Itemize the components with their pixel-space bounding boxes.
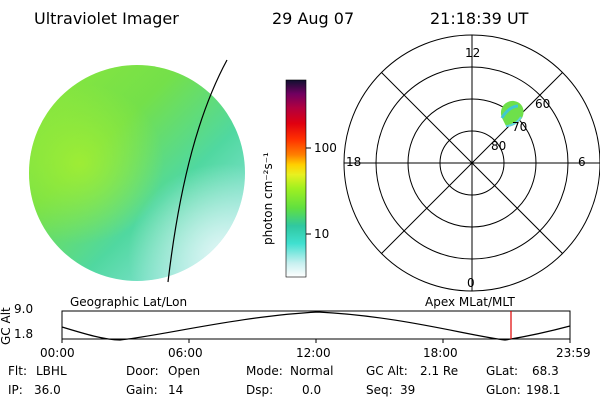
colorbar-label-10: 10 bbox=[314, 227, 330, 241]
timeline-y-label: GC Alt bbox=[0, 307, 13, 345]
polar-ring-80: 80 bbox=[491, 139, 507, 153]
date-label: 29 Aug 07 bbox=[272, 9, 355, 28]
colorbar-unit-label: photon cm⁻²s⁻¹ bbox=[261, 152, 275, 245]
polar-label-6: 6 bbox=[578, 155, 586, 169]
polar-ring-60: 60 bbox=[535, 97, 551, 111]
timeline-left-title: Geographic Lat/Lon bbox=[70, 295, 188, 309]
gain-label: Gain: bbox=[126, 383, 158, 397]
filter-label: Flt: bbox=[8, 364, 27, 378]
glat-label: GLat: bbox=[486, 364, 519, 378]
timeline-xtick-0600: 06:00 bbox=[168, 346, 203, 360]
dsp-value: 0.0 bbox=[302, 383, 322, 397]
glon-value: 198.1 bbox=[526, 383, 561, 397]
timeline-ytick-1-8: 1.8 bbox=[14, 327, 34, 341]
timeline-xtick-0000: 00:00 bbox=[40, 346, 75, 360]
instrument-title: Ultraviolet Imager bbox=[34, 9, 179, 28]
uv-image-disk bbox=[29, 65, 245, 281]
timeline-xtick-1200: 12:00 bbox=[296, 346, 331, 360]
polar-ring-70: 70 bbox=[512, 120, 528, 134]
ip-value: 36.0 bbox=[34, 383, 61, 397]
glat-value: 68.3 bbox=[532, 364, 559, 378]
timeline-xtick-1800: 18:00 bbox=[423, 346, 458, 360]
colorbar bbox=[285, 79, 307, 278]
timeline-ytick-9: 9.0 bbox=[14, 302, 34, 316]
terminator-line bbox=[167, 59, 228, 283]
polar-label-18: 18 bbox=[346, 155, 362, 169]
seq-label: Seq: bbox=[366, 383, 393, 397]
timeline-right-title: Apex MLat/MLT bbox=[425, 295, 515, 309]
dsp-label: Dsp: bbox=[246, 383, 274, 397]
gcalt-label: GC Alt: bbox=[366, 364, 408, 378]
polar-plot bbox=[343, 34, 600, 292]
door-value: Open bbox=[168, 364, 201, 378]
polar-label-0: 0 bbox=[467, 276, 475, 290]
mode-label: Mode: bbox=[246, 364, 283, 378]
gcalt-value: 2.1 Re bbox=[420, 364, 459, 378]
gain-value: 14 bbox=[168, 383, 184, 397]
seq-value: 39 bbox=[400, 383, 416, 397]
filter-value: LBHL bbox=[36, 364, 67, 378]
mode-value: Normal bbox=[290, 364, 334, 378]
door-label: Door: bbox=[126, 364, 159, 378]
colorbar-label-100: 100 bbox=[314, 141, 337, 155]
ip-label: IP: bbox=[8, 383, 23, 397]
glon-label: GLon: bbox=[486, 383, 521, 397]
time-label: 21:18:39 UT bbox=[430, 9, 529, 28]
timeline-xtick-2359: 23:59 bbox=[556, 346, 591, 360]
polar-image-footprint bbox=[500, 100, 524, 127]
timeline-plot bbox=[61, 310, 571, 343]
polar-label-12: 12 bbox=[465, 46, 481, 60]
